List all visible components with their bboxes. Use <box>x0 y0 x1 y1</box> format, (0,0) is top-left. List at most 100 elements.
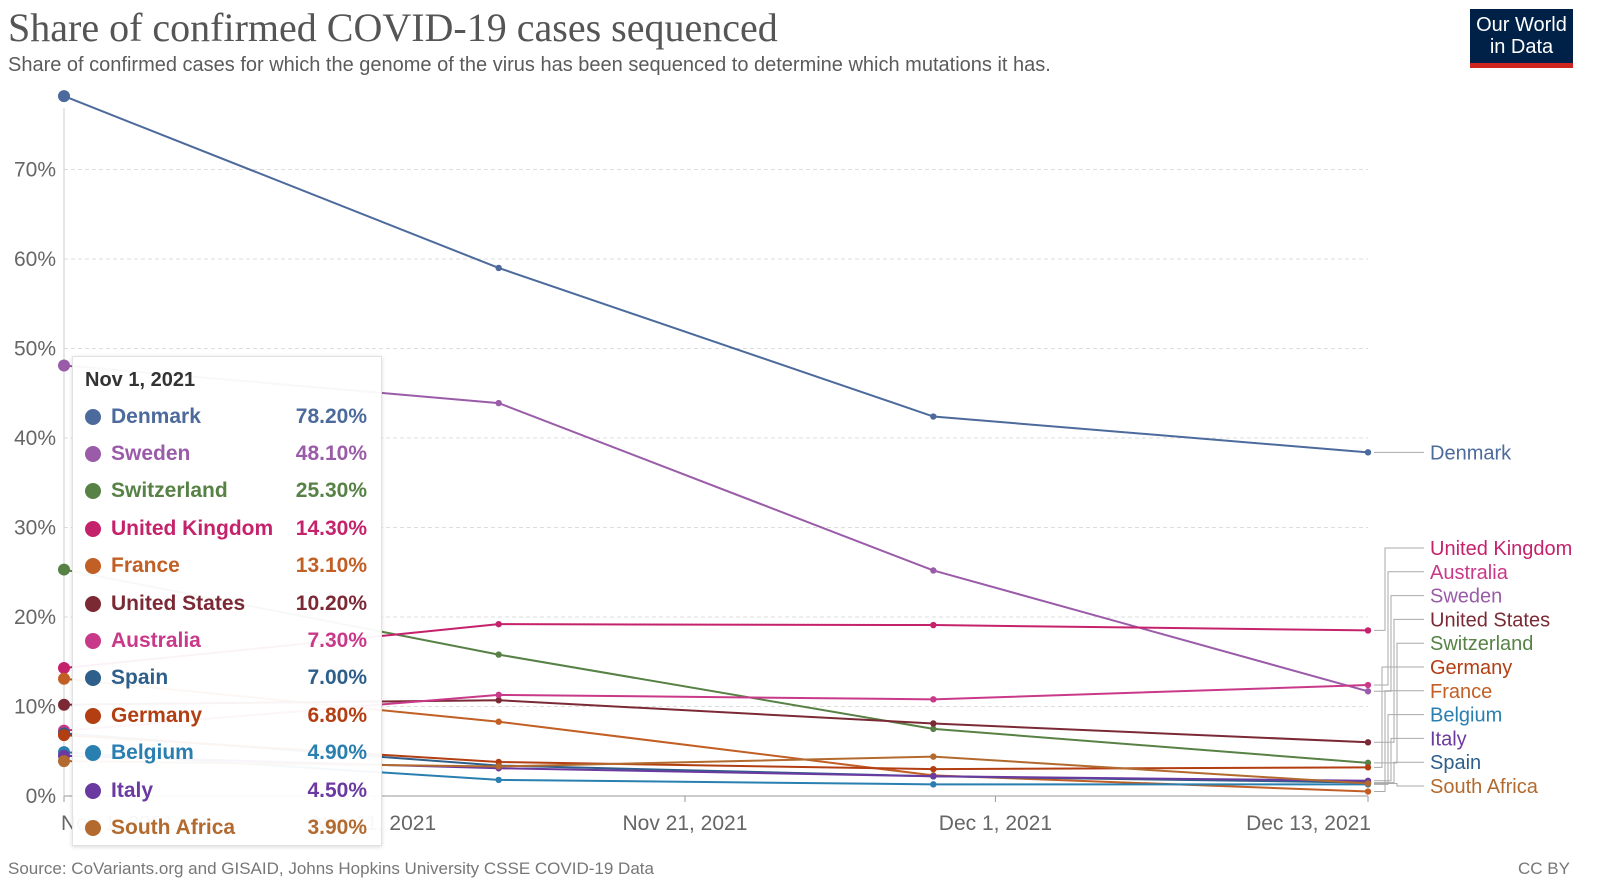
source-note[interactable]: Source: CoVariants.org and GISAID, Johns… <box>8 859 654 878</box>
legend-connector <box>1374 737 1424 782</box>
y-tick-label: 70% <box>14 159 56 182</box>
tooltip-row-united-kingdom: United Kingdom 14.30% <box>85 510 367 547</box>
data-point-sweden[interactable] <box>495 399 502 407</box>
legend-label[interactable]: South Africa <box>1430 776 1539 798</box>
tooltip-row-united-states: United States 10.20% <box>85 585 367 622</box>
data-point-belgium[interactable] <box>495 776 502 784</box>
data-point-south-africa[interactable] <box>58 755 70 768</box>
tooltip-series-name: United States <box>111 591 246 615</box>
legend-item-south-africa[interactable]: South Africa <box>1374 776 1539 798</box>
legend-label[interactable]: Germany <box>1430 657 1512 679</box>
legend-item-denmark[interactable]: Denmark <box>1374 442 1512 464</box>
tooltip-series-name: Australia <box>111 629 201 653</box>
y-tick-label: 60% <box>14 248 56 271</box>
legend-label[interactable]: Denmark <box>1430 442 1512 464</box>
data-point-united-states[interactable] <box>58 698 70 711</box>
series-color-dot <box>85 446 101 463</box>
legend-item-spain[interactable]: Spain <box>1374 752 1481 784</box>
data-point-south-africa[interactable] <box>495 763 502 770</box>
data-point-united-kingdom[interactable] <box>58 662 70 675</box>
legend-connector <box>1374 761 1424 784</box>
series-legend[interactable]: Denmark United KingdomAustraliaSwedenUnit… <box>1374 442 1572 798</box>
legend-item-belgium[interactable]: Belgium <box>1374 705 1502 785</box>
data-point-united-states[interactable] <box>1364 739 1372 746</box>
legend-label[interactable]: France <box>1430 681 1492 703</box>
legend-item-france[interactable]: France <box>1374 681 1492 793</box>
data-point-sweden[interactable] <box>930 567 937 574</box>
data-point-united-states[interactable] <box>930 720 937 727</box>
data-point-france[interactable] <box>1364 788 1372 795</box>
tooltip-series-value: 13.10% <box>295 554 367 578</box>
owid-logo[interactable]: Our World in Data <box>1470 9 1573 68</box>
series-color-dot <box>85 558 101 575</box>
data-point-united-kingdom[interactable] <box>930 621 937 629</box>
series-color-dot <box>85 670 101 687</box>
data-point-germany[interactable] <box>495 758 502 766</box>
y-tick-label: 10% <box>14 696 56 719</box>
data-point-south-africa[interactable] <box>930 753 937 760</box>
data-point-australia[interactable] <box>495 691 502 699</box>
series-color-dot <box>85 520 101 537</box>
legend-label[interactable]: Australia <box>1430 562 1509 584</box>
data-point-denmark[interactable] <box>495 264 502 272</box>
tooltip-row-south-africa: South Africa 3.90% <box>85 809 367 846</box>
y-axis-ticks: 0% 10% 20% 30% 40% 50% 60% 70% <box>14 159 56 809</box>
legend-item-united-states[interactable]: United States <box>1374 609 1550 743</box>
tooltip-date: Nov 1, 2021 <box>85 369 196 391</box>
tooltip-series-value: 25.30% <box>295 479 367 503</box>
data-point-denmark[interactable] <box>930 413 937 420</box>
legend-label[interactable]: Belgium <box>1430 705 1502 727</box>
y-tick-label: 0% <box>26 785 56 808</box>
series-line-denmark[interactable] <box>63 95 1369 454</box>
legend-label[interactable]: Switzerland <box>1430 633 1533 655</box>
data-point-switzerland[interactable] <box>495 651 502 658</box>
series-color-dot <box>85 408 101 425</box>
data-point-sweden[interactable] <box>58 359 70 372</box>
legend-label[interactable]: Spain <box>1430 752 1481 774</box>
data-point-sweden[interactable] <box>1364 688 1372 695</box>
data-point-switzerland[interactable] <box>58 563 70 576</box>
data-point-italy[interactable] <box>930 773 937 780</box>
data-point-germany[interactable] <box>1364 764 1372 771</box>
legend-item-italy[interactable]: Italy <box>1374 728 1467 782</box>
tooltip-row-denmark: Denmark 78.20% <box>85 398 367 435</box>
hover-tooltip: Nov 1, 2021 Denmark 78.20% Sweden 48.10% Swi… <box>72 356 382 846</box>
data-point-australia[interactable] <box>1364 681 1372 689</box>
legend-label[interactable]: Sweden <box>1430 586 1502 608</box>
data-point-united-kingdom[interactable] <box>495 620 502 628</box>
data-point-switzerland[interactable] <box>930 725 937 733</box>
tooltip-series-value: 7.00% <box>307 666 367 690</box>
tooltip-series-name: United Kingdom <box>111 516 274 540</box>
data-point-belgium[interactable] <box>930 781 937 788</box>
data-point-south-africa[interactable] <box>1364 780 1372 787</box>
legend-item-australia[interactable]: Australia <box>1374 562 1509 686</box>
legend-label[interactable]: Italy <box>1430 728 1467 750</box>
tooltip-series-name: Belgium <box>111 741 194 765</box>
data-point-france[interactable] <box>58 672 70 685</box>
legend-label[interactable]: United Kingdom <box>1430 538 1572 560</box>
license-link[interactable]: CC BY <box>1518 859 1570 878</box>
legend-item-united-kingdom[interactable]: United Kingdom <box>1374 538 1572 631</box>
data-point-france[interactable] <box>495 718 502 725</box>
data-point-denmark[interactable] <box>1364 449 1372 456</box>
series-color-dot <box>85 782 101 799</box>
series-color-dot <box>85 633 101 650</box>
legend-connector <box>1374 782 1424 787</box>
data-point-united-states[interactable] <box>495 697 502 704</box>
legend-item-germany[interactable]: Germany <box>1374 657 1512 768</box>
chart-subtitle: Share of confirmed cases for which the g… <box>8 54 1051 76</box>
data-point-australia[interactable] <box>930 696 937 703</box>
tooltip-series-name: Spain <box>111 666 169 690</box>
data-point-denmark[interactable] <box>58 90 70 103</box>
series-denmark[interactable] <box>58 90 1372 456</box>
tooltip-rows: Denmark 78.20% Sweden 48.10% Switzerland 25.3… <box>85 398 367 847</box>
data-point-united-kingdom[interactable] <box>1364 627 1372 634</box>
y-tick-label: 50% <box>14 338 56 361</box>
data-point-switzerland[interactable] <box>1364 759 1372 767</box>
data-point-germany[interactable] <box>58 729 70 742</box>
tooltip-row-italy: Italy 4.50% <box>85 772 367 809</box>
tooltip-row-germany: Germany 6.80% <box>85 697 367 734</box>
data-point-germany[interactable] <box>930 765 937 773</box>
tooltip-row-australia: Australia 7.30% <box>85 622 367 659</box>
legend-label[interactable]: United States <box>1430 609 1550 631</box>
